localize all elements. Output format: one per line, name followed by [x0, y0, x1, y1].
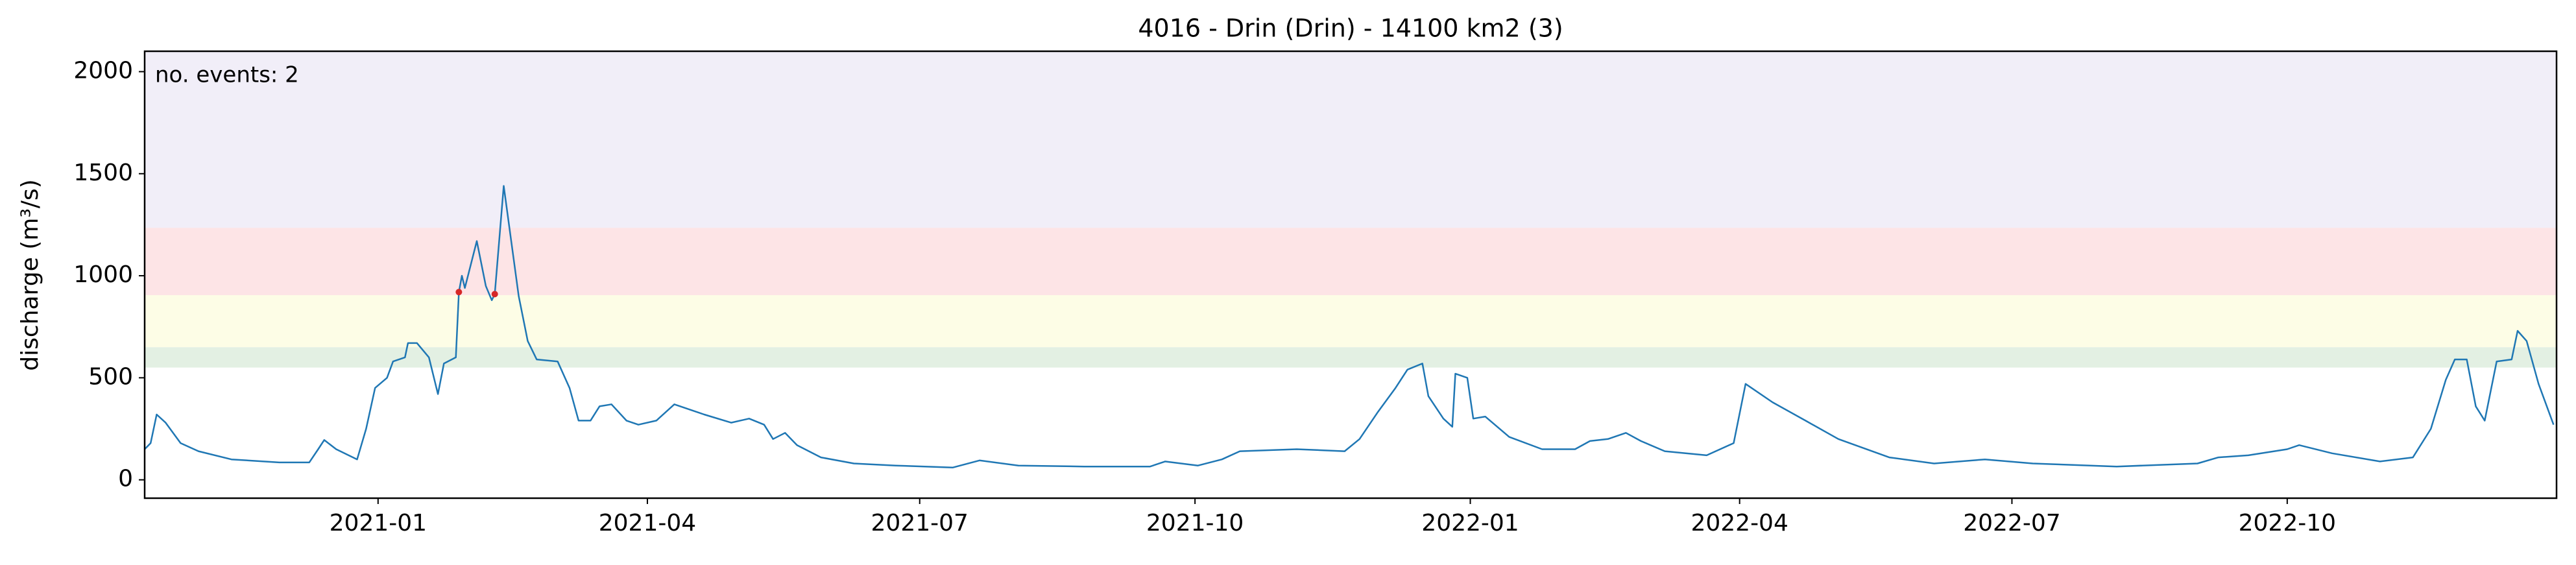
y-tick-label: 1500 — [73, 160, 133, 186]
event-point — [491, 291, 498, 298]
y-tick-label: 2000 — [73, 57, 133, 84]
x-tick-label: 2022-07 — [1963, 510, 2060, 536]
threshold-band — [145, 295, 2557, 348]
event-point — [455, 289, 463, 296]
plot-frame — [143, 50, 2558, 499]
y-tick-label: 500 — [88, 363, 133, 390]
chart-title: 4016 - Drin (Drin) - 14100 km2 (3) — [1138, 14, 1563, 43]
threshold-band — [145, 228, 2557, 295]
threshold-band — [145, 51, 2557, 228]
discharge-line — [144, 185, 2555, 469]
x-tick-label: 2021-04 — [599, 510, 696, 536]
y-tick-label: 0 — [118, 466, 133, 492]
x-tick-label: 2021-01 — [330, 510, 427, 536]
x-tick-label: 2022-01 — [1421, 510, 1519, 536]
y-tick-label: 1000 — [73, 261, 133, 288]
x-tick-label: 2021-10 — [1146, 510, 1244, 536]
x-tick-label: 2022-04 — [1691, 510, 1788, 536]
threshold-band — [145, 347, 2557, 368]
annotation: no. events: 2 — [155, 62, 299, 88]
y-axis-label: discharge (m³/s) — [17, 179, 43, 370]
x-tick-label: 2021-07 — [871, 510, 969, 536]
x-tick-label: 2022-10 — [2239, 510, 2336, 536]
